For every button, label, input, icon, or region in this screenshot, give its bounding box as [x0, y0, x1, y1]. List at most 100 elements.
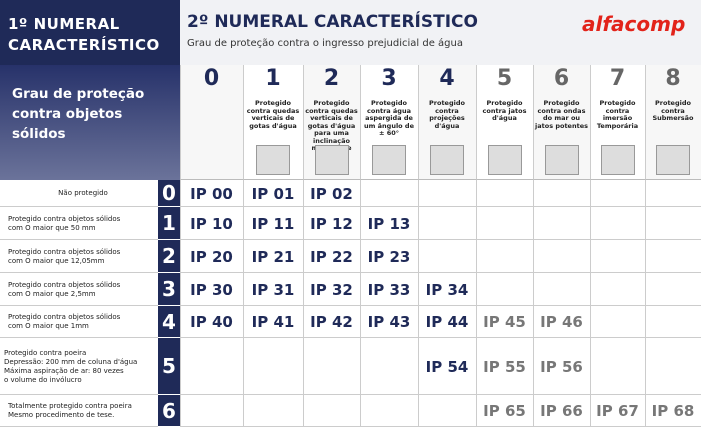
row-label-line: Protegido contra objetos sólidos	[8, 313, 121, 321]
left-subheader	[0, 65, 180, 180]
cell	[360, 180, 418, 207]
ip-code: IP 23	[367, 247, 411, 266]
cell	[533, 306, 590, 338]
cell	[418, 306, 476, 338]
row-label-line: Protegido contra poeira	[4, 348, 87, 357]
left-header	[0, 0, 180, 65]
row-label-line: Depressão: 200 mm de coluna d'água	[4, 357, 138, 366]
cell	[243, 180, 303, 207]
column-header	[476, 65, 533, 180]
ip-code: IP 65	[483, 402, 526, 420]
cell	[645, 240, 701, 273]
column-description: Protegido contra imersão Temporária	[596, 99, 639, 130]
row-digit: 2	[158, 240, 180, 273]
cell	[645, 338, 701, 395]
ip-code: IP 11	[251, 214, 295, 233]
column-digit: 2	[323, 66, 340, 91]
cell	[645, 207, 701, 240]
cell	[533, 207, 590, 240]
ip-code: IP 44	[425, 313, 469, 331]
ip-code: IP 20	[190, 247, 233, 266]
cell	[303, 395, 360, 427]
ip-code: IP 43	[367, 313, 411, 331]
row-digit: 0	[158, 180, 180, 207]
cell	[533, 240, 590, 273]
column-digit: 8	[665, 66, 681, 91]
ip-code: IP 30	[190, 280, 233, 299]
cell	[360, 306, 418, 338]
row-label-line: o volume do invólucro	[4, 375, 82, 384]
row-label-cell	[0, 306, 158, 338]
row-label-line: Máxima aspiração de ar: 80 vezes	[4, 366, 124, 375]
cell	[180, 273, 243, 306]
row-label-line: Totalmente protegido contra poeira	[8, 402, 132, 410]
column-icon	[372, 145, 406, 175]
ip-code: IP 32	[310, 280, 353, 299]
row-digit: 6	[158, 395, 180, 427]
column-digit: 1	[265, 66, 281, 91]
row-label-cell	[0, 273, 158, 306]
ip-code: IP 67	[596, 402, 639, 420]
cell	[180, 240, 243, 273]
row-label: Protegido contra objetos sólidos com O ma…	[8, 207, 158, 240]
ip-code: IP 56	[540, 357, 583, 376]
column-digit: 7	[609, 66, 626, 91]
cell	[180, 207, 243, 240]
row-label-line: com O maior que 12,05mm	[8, 256, 105, 265]
cell	[303, 180, 360, 207]
column-icon	[600, 145, 635, 175]
column-description: Protegido contra água aspergida de um ân…	[364, 99, 414, 137]
row-label-cell	[0, 240, 158, 273]
cell	[243, 395, 303, 427]
cell	[360, 338, 418, 395]
cell	[590, 338, 645, 395]
column-description: Protegido contra projeções d'água	[429, 99, 465, 130]
row-label-line: Protegido contra objetos sólidos	[8, 214, 121, 223]
cell	[303, 273, 360, 306]
row-label: Protegido contra objetos sólidos com O ma…	[8, 273, 158, 306]
cell	[418, 273, 476, 306]
row-label-line: com O maior que 50 mm	[8, 223, 96, 232]
cell	[360, 240, 418, 273]
ip-code: IP 68	[651, 402, 695, 420]
row-label-line: Não protegido	[58, 189, 108, 197]
row-label-cell	[0, 180, 158, 207]
cell	[590, 273, 645, 306]
cell	[418, 338, 476, 395]
cell	[476, 207, 533, 240]
row-label-cell	[0, 207, 158, 240]
cell	[360, 273, 418, 306]
column-digit: 6	[553, 66, 570, 91]
column-digit: 0	[203, 66, 220, 91]
row-label-line: com O maior que 2,5mm	[8, 289, 96, 298]
cell	[476, 180, 533, 207]
ip-code: IP 21	[251, 247, 295, 266]
cell	[418, 240, 476, 273]
ip-code: IP 41	[251, 313, 295, 331]
column-description: Protegido contra jatos d'água	[482, 99, 527, 122]
row-digit: 5	[158, 338, 180, 395]
row-label-cell	[0, 338, 158, 395]
cell	[590, 180, 645, 207]
ip-code: IP 34	[425, 280, 469, 299]
ip-code: IP 45	[483, 313, 526, 331]
cell	[180, 306, 243, 338]
column-icon	[314, 145, 349, 175]
row-label-line: Protegido contra objetos sólidos	[8, 280, 121, 289]
ip-code: IP 42	[310, 313, 353, 331]
column-digit: 4	[439, 66, 455, 91]
column-icon	[487, 145, 522, 175]
cell	[180, 180, 243, 207]
cell	[645, 180, 701, 207]
title: 2º NUMERAL CARACTERÍSTICO	[187, 12, 478, 32]
row-label-line: Protegido contra objetos sólidos	[8, 247, 121, 256]
left-subtitle: Grau de proteção contra objetos sólidos	[12, 86, 145, 142]
row-digit: 3	[158, 273, 180, 306]
cell	[476, 338, 533, 395]
row-label: Protegido contra poeira Depressão: 200 mm…	[4, 338, 154, 395]
cell	[418, 180, 476, 207]
cell	[476, 240, 533, 273]
cell	[243, 338, 303, 395]
subtitle: Grau de proteção contra o ingresso preju…	[187, 38, 463, 49]
